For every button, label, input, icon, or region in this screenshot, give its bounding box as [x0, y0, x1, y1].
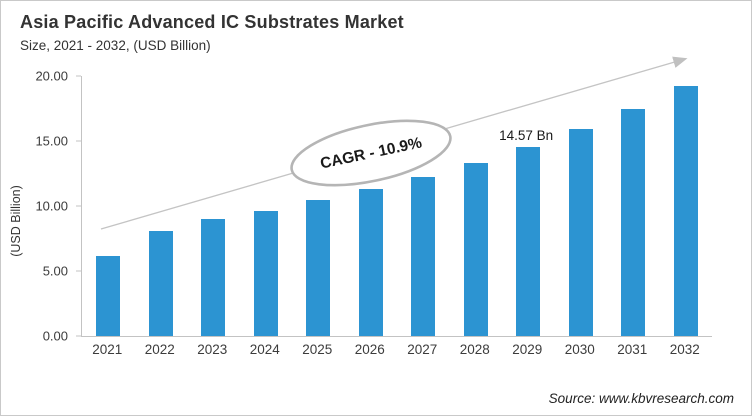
chart-title: Asia Pacific Advanced IC Substrates Mark…: [20, 12, 404, 32]
bar-2024: [253, 210, 278, 336]
chart-subtitle: Size, 2021 - 2032, (USD Billion): [20, 38, 211, 53]
x-tick-2025: 2025: [302, 342, 333, 357]
bar-2030: [568, 129, 593, 336]
bar-slot-2029: 14.57 Bn: [499, 76, 555, 336]
x-tick-2032: 2032: [669, 342, 700, 357]
y-axis-ticks: 0.00 5.00 10.00 15.00 20.00: [1, 69, 81, 344]
x-tick-2031: 2031: [617, 342, 648, 357]
x-axis-labels: 2021 2022 2023 2024 2025 2026 2027 2028 2029 2030…: [81, 342, 711, 357]
y-tick-mark: [76, 205, 81, 207]
bar-2028: [463, 163, 488, 336]
y-tick-label-10.00: 10.00: [35, 198, 68, 214]
bar-2026: [358, 188, 383, 336]
bar-slot-2023: [187, 76, 240, 336]
bar-slot-2025: [292, 76, 345, 336]
x-tick-2027: 2027: [407, 342, 438, 357]
bar-slot-2028: [450, 76, 503, 336]
bar-2029: [516, 146, 541, 336]
source-credit: Source: www.kbvresearch.com: [548, 391, 734, 406]
y-tick-mark: [76, 75, 81, 77]
y-tick-label-5.00: 5.00: [42, 263, 68, 279]
data-label-2029: 14.57 Bn: [499, 127, 554, 143]
bar-2021: [96, 256, 121, 336]
bar-slot-2030: [555, 76, 608, 336]
bar-2031: [621, 108, 646, 336]
x-tick-2029: 2029: [512, 342, 543, 357]
bar-2023: [201, 219, 226, 336]
y-tick-mark: [76, 335, 81, 337]
x-tick-2030: 2030: [564, 342, 595, 357]
x-tick-2021: 2021: [92, 342, 123, 357]
bar-slot-2021: [82, 76, 135, 336]
bar-slot-2032: [660, 76, 713, 336]
bars: 14.57 Bn: [82, 76, 712, 336]
x-tick-2028: 2028: [459, 342, 490, 357]
bar-slot-2026: [345, 76, 398, 336]
bar-slot-2031: [607, 76, 660, 336]
y-tick-label-15.00: 15.00: [35, 133, 68, 149]
plot-area: 14.57 Bn: [81, 76, 712, 337]
bar-slot-2022: [135, 76, 188, 336]
y-tick-mark: [76, 270, 81, 272]
y-tick-label-20.00: 20.00: [35, 68, 68, 84]
x-tick-2024: 2024: [249, 342, 280, 357]
bar-2022: [148, 231, 173, 336]
x-tick-2022: 2022: [144, 342, 175, 357]
bar-slot-2024: [240, 76, 293, 336]
y-tick-mark: [76, 140, 81, 142]
y-tick-label-0.00: 0.00: [42, 328, 68, 344]
x-tick-2023: 2023: [197, 342, 228, 357]
x-tick-2026: 2026: [354, 342, 385, 357]
bar-slot-2027: [397, 76, 450, 336]
bar-2032: [673, 85, 698, 336]
bar-2025: [306, 200, 331, 336]
bar-2027: [411, 177, 436, 336]
